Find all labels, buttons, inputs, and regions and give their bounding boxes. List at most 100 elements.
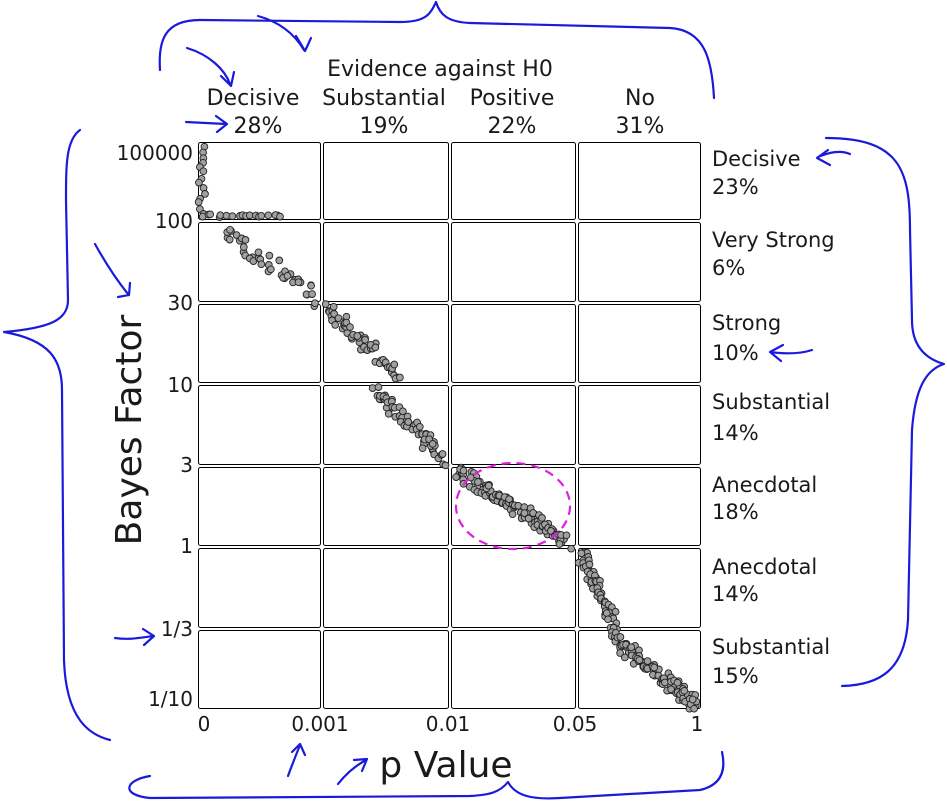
panel-cell bbox=[323, 304, 449, 383]
data-point bbox=[361, 335, 369, 344]
data-point bbox=[257, 260, 266, 269]
data-point bbox=[346, 323, 354, 331]
data-points bbox=[194, 142, 701, 713]
y-tick-label: 1 bbox=[180, 534, 193, 558]
column-header-name: No bbox=[625, 86, 655, 111]
data-point bbox=[438, 450, 447, 458]
column-headers: Decisive 28% Substantial 19% Positive 22… bbox=[207, 86, 665, 139]
y-tick-label: 1/10 bbox=[148, 687, 193, 711]
data-point bbox=[374, 383, 383, 391]
data-point bbox=[194, 198, 203, 206]
data-point bbox=[585, 560, 594, 569]
data-point bbox=[452, 473, 460, 481]
data-point bbox=[308, 290, 316, 298]
panel-cell bbox=[451, 548, 576, 628]
highlight-ellipse bbox=[454, 461, 572, 551]
data-point bbox=[257, 211, 266, 220]
column-header-name: Substantial bbox=[322, 86, 446, 111]
panel-cell bbox=[451, 142, 576, 220]
panel-cell bbox=[578, 142, 701, 220]
data-point bbox=[562, 531, 571, 540]
data-point bbox=[627, 643, 636, 652]
x-tick-labels: 0 0.001 0.01 0.05 1 bbox=[198, 712, 704, 736]
column-header-percent: 28% bbox=[234, 114, 283, 139]
data-point bbox=[667, 685, 675, 694]
data-point bbox=[474, 478, 482, 486]
column-header-name: Positive bbox=[470, 86, 555, 111]
y-tick-label: 30 bbox=[168, 291, 193, 315]
data-point bbox=[688, 695, 697, 704]
x-tick-label: 0.001 bbox=[291, 712, 348, 736]
data-point bbox=[384, 409, 393, 418]
data-point bbox=[225, 235, 234, 244]
data-point bbox=[520, 509, 529, 517]
data-point bbox=[216, 211, 225, 220]
data-point bbox=[201, 190, 209, 198]
data-point bbox=[616, 633, 625, 641]
row-label-percent: 10% bbox=[712, 341, 759, 365]
panel-cell bbox=[578, 304, 701, 383]
data-point bbox=[611, 607, 620, 616]
data-point bbox=[505, 495, 513, 504]
data-point bbox=[567, 544, 576, 553]
panel-cell bbox=[323, 222, 449, 302]
data-point bbox=[206, 210, 215, 219]
data-point bbox=[199, 167, 208, 176]
data-point bbox=[602, 609, 611, 617]
bottom-curly-brace bbox=[128, 750, 725, 800]
arrow-to-title bbox=[256, 14, 313, 53]
data-point bbox=[371, 343, 380, 352]
data-point bbox=[673, 678, 682, 687]
row-label-name: Very Strong bbox=[712, 228, 835, 252]
arrow-to-28-percent bbox=[184, 114, 229, 134]
data-point bbox=[396, 373, 404, 382]
x-axis-title: p Value bbox=[379, 745, 512, 786]
data-point bbox=[428, 440, 437, 448]
panel-grid bbox=[198, 142, 701, 709]
panel-cell bbox=[578, 467, 701, 546]
panel-cell bbox=[198, 142, 321, 220]
panel-cell bbox=[451, 304, 576, 383]
data-point bbox=[690, 704, 698, 713]
panel-cell bbox=[198, 385, 321, 465]
data-point bbox=[418, 444, 427, 453]
data-point bbox=[276, 212, 284, 221]
x-tick-label: 1 bbox=[691, 712, 704, 736]
panel-cell bbox=[323, 630, 449, 709]
row-label-name: Substantial bbox=[712, 390, 830, 414]
arrow-to-decisive-column bbox=[185, 46, 236, 88]
data-point bbox=[228, 212, 237, 221]
row-label-name: Anecdotal bbox=[712, 555, 817, 579]
data-point bbox=[415, 422, 424, 431]
data-point bbox=[635, 656, 644, 664]
row-label-percent: 18% bbox=[712, 500, 759, 524]
y-tick-label: 3 bbox=[180, 453, 193, 477]
data-point bbox=[538, 514, 546, 522]
data-point bbox=[399, 407, 407, 416]
arrow-to-ylabel-bump bbox=[93, 242, 132, 299]
data-point bbox=[264, 211, 273, 220]
data-point bbox=[680, 686, 689, 695]
data-point bbox=[307, 281, 315, 290]
y-tick-label: 100 bbox=[155, 209, 193, 233]
row-label-name: Strong bbox=[712, 311, 781, 335]
x-tick-label: 0 bbox=[198, 712, 211, 736]
data-point bbox=[331, 321, 340, 329]
data-point bbox=[524, 514, 533, 523]
y-tick-labels: 100000 100 30 10 3 1 1/3 1/10 bbox=[117, 141, 193, 711]
data-point bbox=[404, 418, 413, 426]
chart-title: Evidence against H0 bbox=[327, 57, 553, 82]
data-point bbox=[294, 278, 303, 287]
data-point bbox=[508, 510, 517, 519]
row-label-percent: 15% bbox=[712, 664, 759, 688]
data-point bbox=[620, 653, 629, 662]
data-point bbox=[555, 540, 564, 548]
y-tick-label: 100000 bbox=[117, 141, 193, 165]
top-curly-brace bbox=[158, 0, 716, 100]
right-curly-brace bbox=[824, 136, 946, 688]
data-point bbox=[643, 657, 652, 665]
panel-cell bbox=[451, 385, 576, 465]
x-tick-label: 0.01 bbox=[426, 712, 471, 736]
data-point bbox=[254, 248, 263, 257]
data-point bbox=[265, 251, 274, 260]
